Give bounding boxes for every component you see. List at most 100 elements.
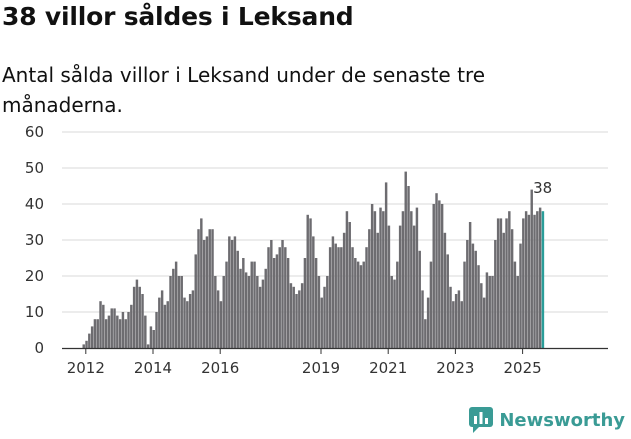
bar [510, 229, 514, 348]
bar [496, 218, 500, 348]
bar [404, 171, 407, 348]
bar [401, 211, 405, 348]
bar [208, 229, 211, 348]
bar [457, 290, 461, 348]
bar [412, 225, 416, 348]
y-tick-label: 30 [25, 231, 44, 249]
bar [530, 189, 533, 348]
bar [284, 247, 287, 348]
bar [356, 261, 360, 348]
bar [247, 276, 251, 348]
bar [365, 247, 368, 348]
newsworthy-logo-icon [469, 407, 494, 433]
bar [281, 240, 284, 348]
bar [513, 261, 517, 348]
bar [505, 218, 508, 348]
bar [163, 304, 167, 348]
bar [463, 261, 466, 348]
bar [334, 243, 337, 348]
bar [99, 301, 102, 348]
bar [384, 182, 388, 348]
bar [258, 286, 262, 348]
bar [468, 222, 472, 348]
bar [326, 276, 329, 348]
bar [354, 258, 357, 348]
bar [426, 297, 430, 348]
bar [303, 258, 307, 348]
bar [309, 218, 312, 348]
bar [480, 283, 483, 348]
bar [267, 247, 270, 348]
y-tick-label: 10 [25, 303, 44, 321]
bar [435, 193, 438, 348]
bar [300, 283, 304, 348]
x-tick-label: 2012 [67, 359, 105, 377]
bar [382, 211, 385, 348]
bar [323, 286, 326, 348]
bar [93, 319, 97, 348]
bar [494, 240, 497, 348]
bar [474, 250, 477, 348]
bar [524, 211, 528, 348]
bar [104, 319, 108, 348]
x-tick-label: 2016 [201, 359, 239, 377]
brand-logo: Newsworthy [469, 407, 625, 433]
x-axis: 2012 2014 2016 2019 2021 2023 2025 [62, 347, 608, 377]
bar [149, 326, 153, 348]
bar [328, 247, 332, 348]
bar [85, 340, 88, 348]
bar [118, 319, 122, 348]
bar [256, 276, 259, 348]
bar [202, 240, 206, 348]
bar [317, 276, 321, 348]
bar [155, 312, 158, 348]
bar [376, 232, 379, 348]
chart-subtitle: Antal sålda villor i Leksand under de se… [2, 63, 486, 117]
y-tick-label: 40 [25, 195, 44, 213]
bar [278, 247, 281, 348]
bar [429, 261, 433, 348]
bar [160, 290, 164, 348]
bar [289, 283, 293, 348]
bar [390, 276, 393, 348]
bar [127, 312, 130, 348]
bar [239, 268, 242, 348]
y-tick-label: 0 [34, 339, 44, 357]
bar [250, 261, 253, 348]
bar [359, 265, 363, 348]
bar [180, 276, 183, 348]
bar [295, 294, 298, 348]
bar [488, 276, 491, 348]
bar [432, 204, 435, 348]
bar [415, 207, 419, 348]
bar [533, 214, 536, 348]
bar [197, 229, 200, 348]
bar [410, 211, 413, 348]
bar [253, 261, 256, 348]
bar [362, 261, 365, 348]
y-tick-label: 60 [25, 123, 44, 141]
bar [82, 344, 85, 348]
bar [272, 258, 276, 348]
bar [471, 243, 475, 348]
bar [312, 236, 315, 348]
bar [107, 315, 111, 348]
x-tick-label: 2019 [302, 359, 340, 377]
bar [331, 236, 335, 348]
bar [166, 301, 169, 348]
bar [152, 330, 155, 348]
y-tick-label: 20 [25, 267, 44, 285]
bar [216, 290, 220, 348]
bar [482, 297, 486, 348]
bar [421, 290, 424, 348]
bar-series [82, 171, 545, 348]
bar [440, 204, 444, 348]
bar [102, 304, 105, 348]
bar [438, 200, 441, 348]
annotation: 38 [533, 179, 552, 197]
bar [242, 258, 245, 348]
bar [130, 304, 133, 348]
bar [477, 265, 480, 348]
chart-title: 38 villor såldes i Leksand [2, 2, 354, 31]
